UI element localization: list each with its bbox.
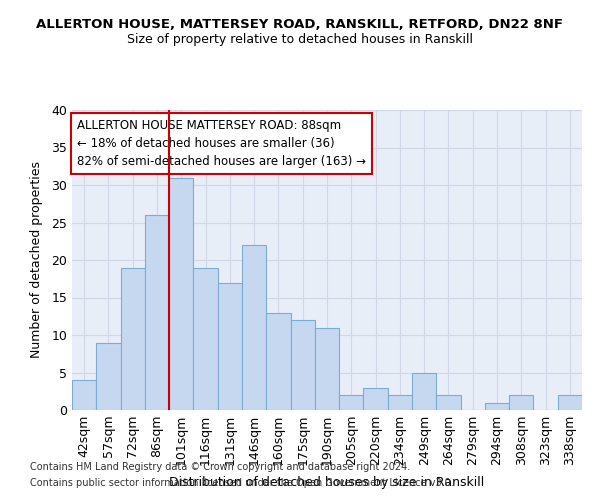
- Bar: [266, 312, 290, 410]
- Bar: [96, 342, 121, 410]
- Bar: [485, 402, 509, 410]
- Text: Contains HM Land Registry data © Crown copyright and database right 2024.: Contains HM Land Registry data © Crown c…: [30, 462, 410, 472]
- Y-axis label: Number of detached properties: Number of detached properties: [30, 162, 43, 358]
- Bar: [509, 395, 533, 410]
- X-axis label: Distribution of detached houses by size in Ranskill: Distribution of detached houses by size …: [169, 476, 485, 490]
- Bar: [558, 395, 582, 410]
- Bar: [145, 215, 169, 410]
- Bar: [193, 268, 218, 410]
- Text: Size of property relative to detached houses in Ranskill: Size of property relative to detached ho…: [127, 32, 473, 46]
- Bar: [388, 395, 412, 410]
- Text: ALLERTON HOUSE, MATTERSEY ROAD, RANSKILL, RETFORD, DN22 8NF: ALLERTON HOUSE, MATTERSEY ROAD, RANSKILL…: [37, 18, 563, 30]
- Bar: [169, 178, 193, 410]
- Text: ALLERTON HOUSE MATTERSEY ROAD: 88sqm
← 18% of detached houses are smaller (36)
8: ALLERTON HOUSE MATTERSEY ROAD: 88sqm ← 1…: [77, 119, 366, 168]
- Bar: [339, 395, 364, 410]
- Bar: [364, 388, 388, 410]
- Bar: [315, 328, 339, 410]
- Bar: [242, 245, 266, 410]
- Text: Contains public sector information licensed under the Open Government Licence v3: Contains public sector information licen…: [30, 478, 454, 488]
- Bar: [412, 372, 436, 410]
- Bar: [218, 282, 242, 410]
- Bar: [121, 268, 145, 410]
- Bar: [72, 380, 96, 410]
- Bar: [290, 320, 315, 410]
- Bar: [436, 395, 461, 410]
